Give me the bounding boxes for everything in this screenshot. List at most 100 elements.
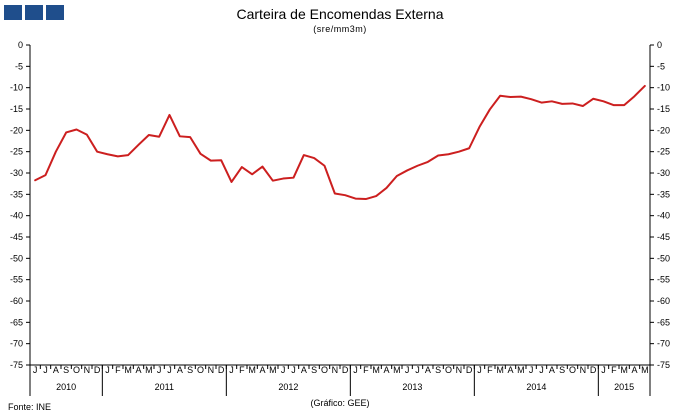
x-year-label: 2012 [278,382,298,392]
logo-square [4,5,22,20]
x-month-label: J [291,365,296,375]
y-tick-label-left: -5 [15,61,23,71]
x-month-label: A [383,365,389,375]
x-month-label: A [301,365,307,375]
logo [4,5,64,20]
y-tick-label-right: -45 [657,232,670,242]
x-month-label: S [187,365,193,375]
x-month-label: D [218,365,225,375]
x-month-label: A [549,365,555,375]
x-month-label: D [342,365,349,375]
x-month-label: A [135,365,141,375]
y-tick-label-left: -70 [10,339,23,349]
y-tick-label-left: -75 [10,360,23,370]
chart-axes [29,45,651,396]
x-month-label: O [569,365,576,375]
x-month-label: F [487,365,493,375]
y-tick-label-right: 0 [657,40,662,50]
x-year-label: 2010 [56,382,76,392]
y-tick-label-right: -60 [657,296,670,306]
x-month-label: A [507,365,513,375]
y-tick-label-left: -25 [10,147,23,157]
x-month-label: O [197,365,204,375]
x-month-label: J [167,365,172,375]
x-month-label: M [620,365,628,375]
credit-note: (Gráfico: GEE) [310,398,370,408]
x-month-label: S [559,365,565,375]
x-month-label: D [590,365,597,375]
x-month-label: M [517,365,525,375]
x-month-label: J [33,365,38,375]
x-month-label: J [43,365,48,375]
y-tick-label-right: -40 [657,211,670,221]
y-tick-label-left: -20 [10,125,23,135]
x-month-label: N [84,365,91,375]
x-month-label: M [372,365,380,375]
x-month-label: S [435,365,441,375]
x-month-label: D [94,365,101,375]
y-tick-label-right: -35 [657,189,670,199]
x-month-label: F [115,365,121,375]
x-month-label: N [456,365,463,375]
y-tick-label-left: -60 [10,296,23,306]
logo-square [46,5,64,20]
x-month-label: J [477,365,482,375]
y-tick-label-left: 0 [18,40,23,50]
x-month-label: M [124,365,132,375]
x-month-label: M [145,365,153,375]
y-tick-label-right: -75 [657,360,670,370]
x-month-label: J [281,365,286,375]
x-month-label: A [631,365,637,375]
x-month-label: J [229,365,234,375]
x-month-label: O [73,365,80,375]
x-month-label: F [611,365,617,375]
x-month-label: J [539,365,544,375]
x-month-label: J [415,365,420,375]
logo-square [25,5,43,20]
x-month-label: J [601,365,606,375]
x-month-label: A [259,365,265,375]
x-month-label: M [496,365,504,375]
y-tick-label-right: -15 [657,104,670,114]
y-tick-label-right: -5 [657,61,665,71]
series-line [34,84,646,201]
x-year-label: 2013 [402,382,422,392]
y-tick-label-right: -70 [657,339,670,349]
x-month-label: O [445,365,452,375]
x-year-label: 2011 [155,382,174,392]
y-tick-label-left: -15 [10,104,23,114]
x-month-label: M [393,365,401,375]
y-tick-label-right: -65 [657,317,670,327]
y-tick-label-left: -55 [10,275,23,285]
y-tick-label-left: -50 [10,253,23,263]
y-tick-label-right: -20 [657,125,670,135]
x-month-label: N [332,365,339,375]
y-tick-label-left: -45 [10,232,23,242]
y-tick-label-left: -30 [10,168,23,178]
y-tick-label-right: -30 [657,168,670,178]
x-month-label: M [269,365,277,375]
series [34,84,646,201]
x-month-label: J [105,365,110,375]
chart-subtitle: (sre/mm3m) [313,24,367,34]
x-month-label: S [63,365,69,375]
y-tick-label-left: -65 [10,317,23,327]
x-month-label: M [248,365,256,375]
y-tick-label-left: -35 [10,189,23,199]
x-year-label: 2014 [526,382,546,392]
y-tick-label-right: -25 [657,147,670,157]
x-month-label: J [157,365,162,375]
chart-title: Carteira de Encomendas Externa [236,6,444,22]
x-month-label: N [580,365,587,375]
x-month-label: F [239,365,245,375]
x-month-label: A [53,365,59,375]
x-month-label: S [311,365,317,375]
x-month-label: J [529,365,534,375]
x-month-label: N [208,365,215,375]
x-year-label: 2015 [614,382,634,392]
x-month-label: A [425,365,431,375]
x-month-label: D [466,365,473,375]
y-tick-label-left: -10 [10,83,23,93]
x-month-label: O [321,365,328,375]
